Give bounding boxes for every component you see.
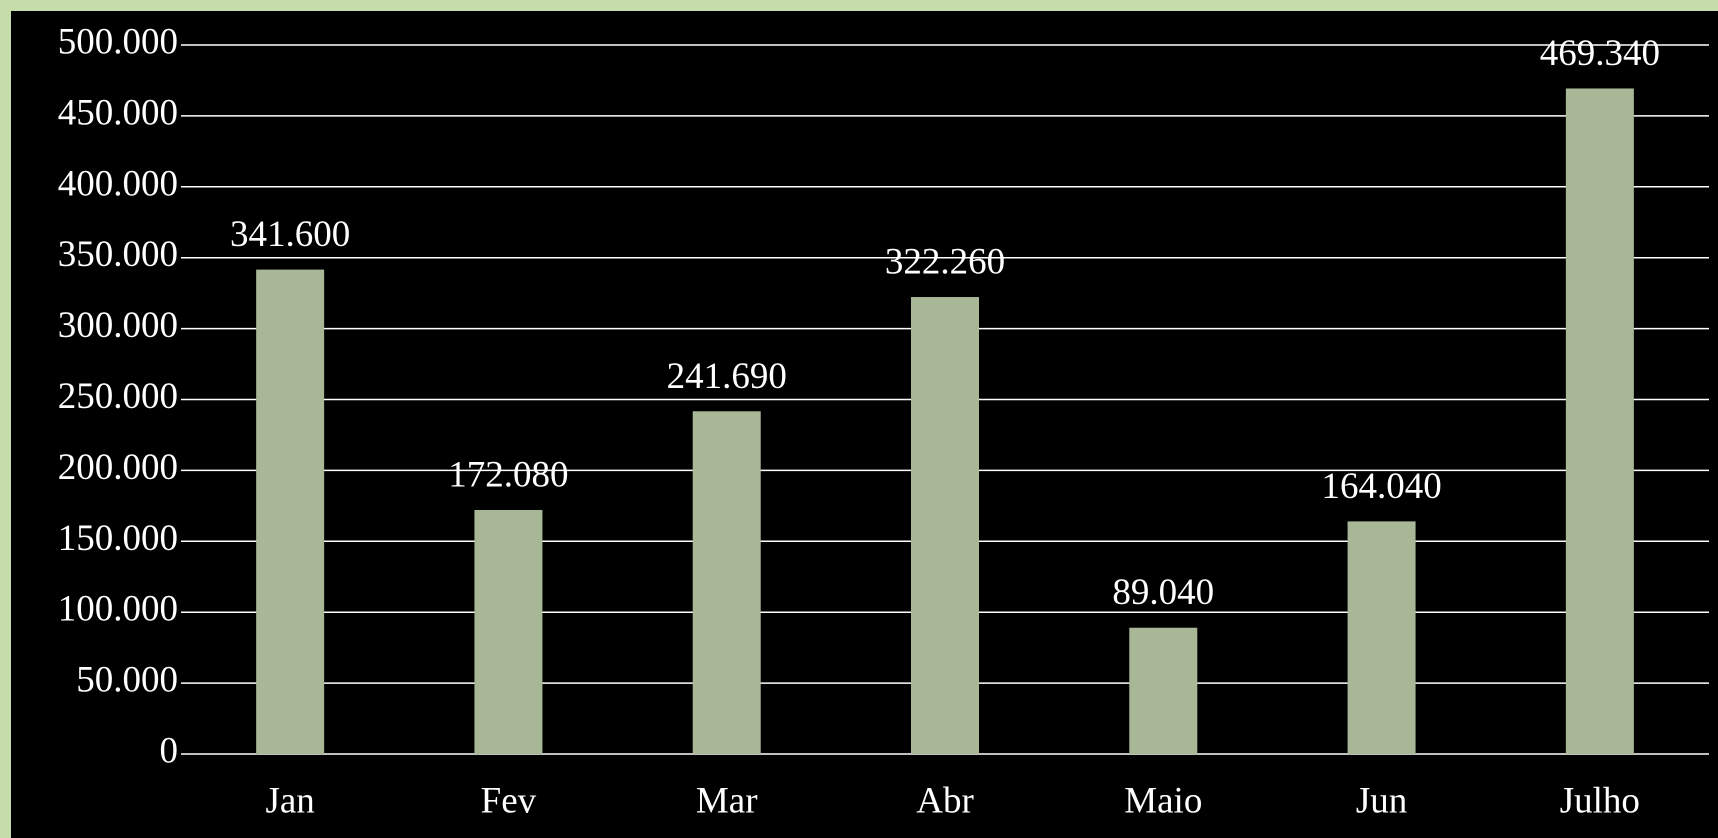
y-tick-label: 150.000 bbox=[58, 518, 178, 559]
bar bbox=[256, 269, 325, 754]
bar bbox=[911, 297, 979, 754]
y-tick-label: 0 bbox=[160, 730, 179, 771]
data-label: 89.040 bbox=[1112, 572, 1214, 613]
y-tick-label: 350.000 bbox=[58, 234, 178, 275]
data-label: 322.260 bbox=[885, 242, 1005, 283]
y-tick-label: 200.000 bbox=[58, 447, 178, 488]
x-tick-label: Jun bbox=[1356, 780, 1407, 821]
bar bbox=[692, 411, 761, 754]
data-label: 469.340 bbox=[1540, 33, 1660, 74]
y-tick-label: 500.000 bbox=[58, 21, 178, 62]
x-tick-label: Fev bbox=[481, 780, 537, 821]
bar bbox=[1347, 521, 1416, 754]
y-tick-label: 300.000 bbox=[58, 305, 178, 346]
data-label: 172.080 bbox=[448, 454, 568, 495]
data-label: 241.690 bbox=[667, 356, 787, 397]
bar bbox=[474, 509, 543, 754]
x-tick-label: Mar bbox=[696, 780, 758, 821]
x-tick-label: Jan bbox=[265, 780, 314, 821]
y-tick-label: 250.000 bbox=[58, 376, 178, 417]
y-tick-label: 50.000 bbox=[76, 660, 178, 701]
bar bbox=[1565, 88, 1634, 754]
y-tick-label: 400.000 bbox=[58, 163, 178, 204]
bar bbox=[1129, 627, 1198, 754]
x-tick-label: Abr bbox=[916, 780, 974, 821]
y-tick-label: 450.000 bbox=[58, 92, 178, 133]
y-tick-label: 100.000 bbox=[58, 589, 178, 630]
data-label: 341.600 bbox=[230, 214, 350, 255]
x-tick-label: Maio bbox=[1124, 780, 1202, 821]
data-label: 164.040 bbox=[1321, 466, 1441, 507]
x-tick-label: Julho bbox=[1560, 780, 1640, 821]
